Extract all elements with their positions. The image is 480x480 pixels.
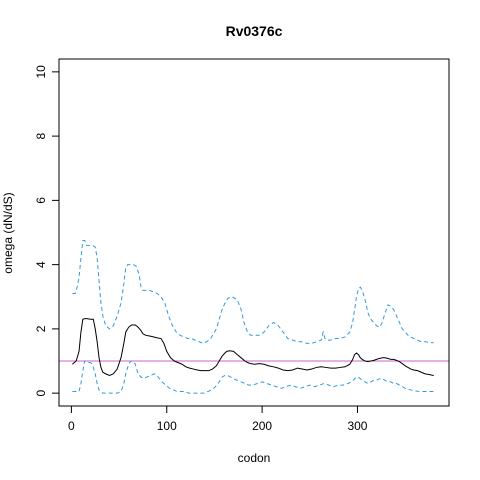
x-tick-label: 0: [68, 419, 75, 433]
series-line-omega: [72, 318, 434, 377]
x-tick-label: 200: [252, 419, 272, 433]
y-tick-label: 2: [34, 325, 48, 332]
axes: 0 100 200 300 0 2 4 6 8 10: [34, 65, 368, 433]
plot-area: [59, 240, 449, 394]
x-tick-label: 100: [157, 419, 177, 433]
x-axis-label: codon: [238, 451, 271, 465]
y-tick-label: 4: [34, 261, 48, 268]
y-axis-label: omega (dN/dS): [1, 192, 15, 273]
plot-frame: [58, 58, 450, 407]
chart-title: Rv0376c: [226, 23, 283, 39]
y-tick-label: 6: [34, 197, 48, 204]
series-line-lower: [72, 360, 434, 394]
y-tick-label: 0: [34, 389, 48, 396]
x-tick-label: 300: [347, 419, 367, 433]
y-tick-label: 10: [34, 65, 48, 79]
y-tick-label: 8: [34, 132, 48, 139]
